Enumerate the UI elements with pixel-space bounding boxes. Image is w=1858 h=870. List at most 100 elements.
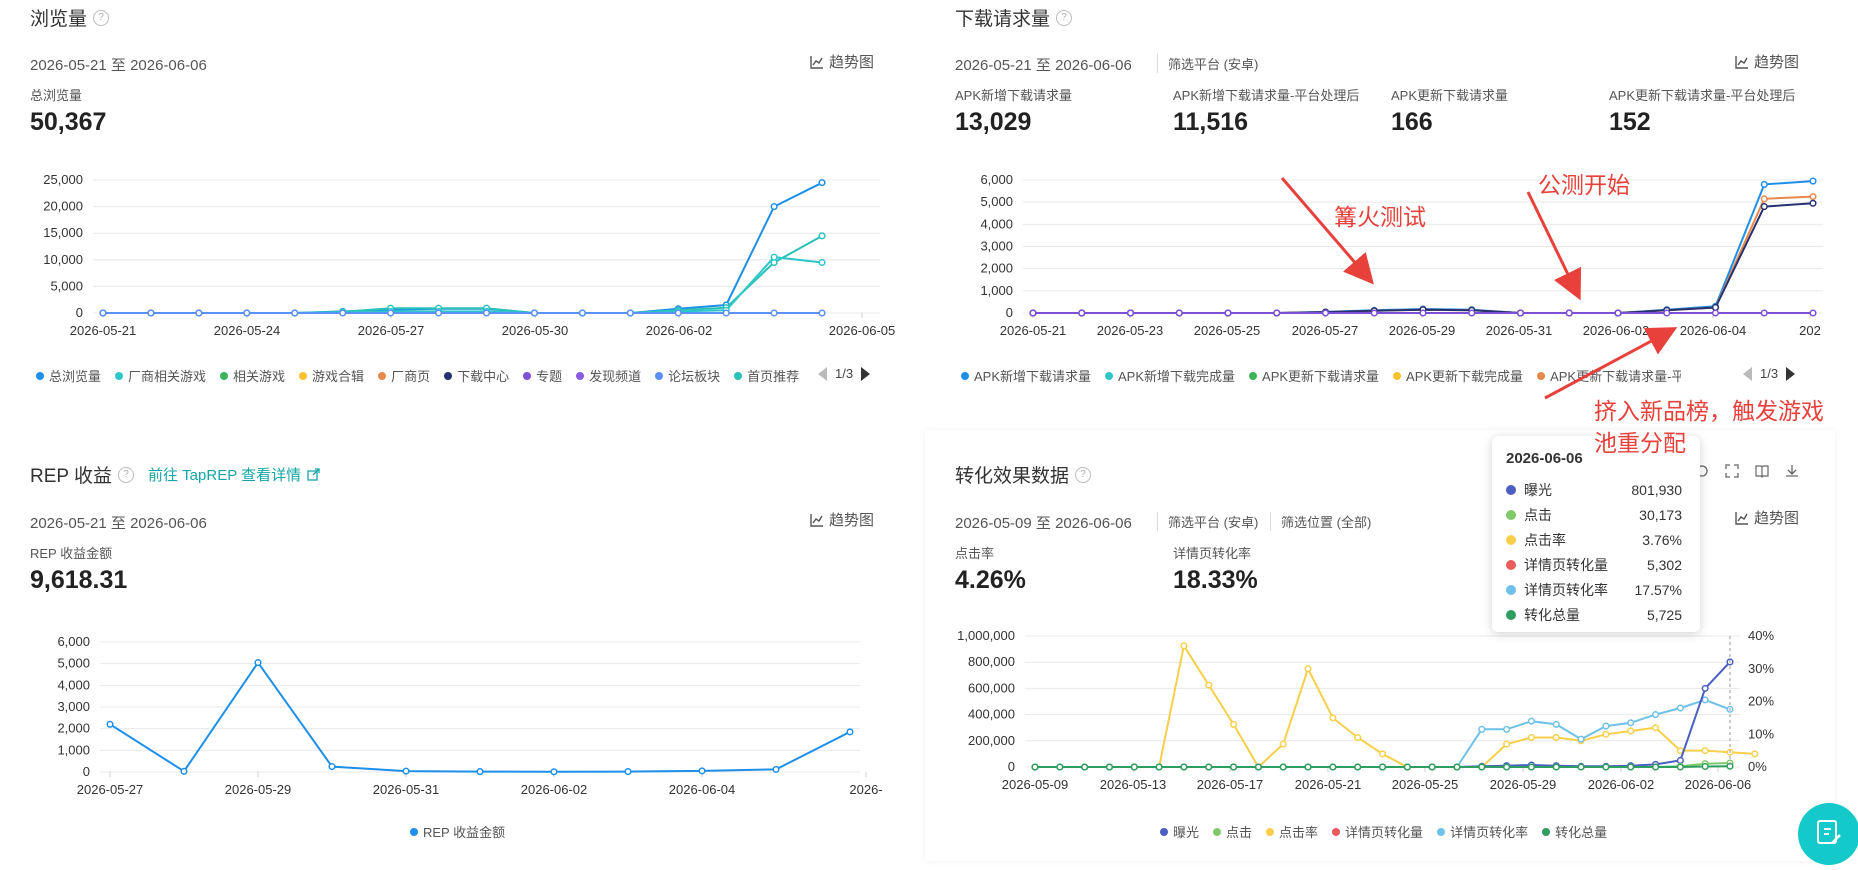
prev-page-icon[interactable]: [818, 366, 827, 381]
x-tick-label: 2026-05-21: [1000, 323, 1067, 338]
legend-item[interactable]: 游戏合辑: [299, 366, 364, 385]
legend-item[interactable]: 下载中心: [444, 366, 509, 385]
data-point: [1329, 714, 1337, 722]
panel-rep-revenue: REP 收益 ? 前往 TapREP 查看详情 2026-05-21 至 202…: [0, 440, 920, 861]
legend-label: APK更新下载请求量-平台处理后: [1550, 369, 1681, 384]
clipboard-edit-icon: [1817, 820, 1841, 844]
legend-item[interactable]: 转化总量: [1542, 822, 1607, 841]
trend-chart-button[interactable]: 趋势图: [1735, 507, 1799, 528]
legend-label: 详情页转化率: [1450, 825, 1529, 840]
platform-filter[interactable]: 筛选平台 (安卓): [1157, 54, 1258, 73]
data-point: [1105, 763, 1114, 771]
y-tick-label: 600,000: [968, 680, 1015, 695]
legend-item[interactable]: 厂商页: [378, 366, 430, 385]
legend-item[interactable]: APK新增下载请求量: [961, 366, 1091, 385]
data-point: [1370, 309, 1378, 317]
data-point: [1527, 763, 1535, 771]
legend-item[interactable]: REP 收益金额: [410, 822, 505, 841]
legend-item[interactable]: 首页推荐: [734, 366, 799, 385]
help-icon[interactable]: ?: [93, 9, 110, 26]
series-line: [1035, 643, 1755, 769]
fullscreen-icon[interactable]: [1725, 464, 1739, 478]
feedback-button[interactable]: [1798, 803, 1858, 865]
download-icon[interactable]: [1785, 464, 1799, 478]
y-tick-label: 2,000: [980, 261, 1013, 276]
tooltip-value: 3.76%: [1642, 532, 1682, 548]
legend-item[interactable]: 点击率: [1266, 822, 1318, 841]
next-page-icon[interactable]: [1786, 366, 1796, 381]
help-icon[interactable]: ?: [118, 466, 135, 483]
data-point: [1230, 763, 1238, 771]
trend-chart-button[interactable]: 趋势图: [810, 509, 874, 530]
legend-item[interactable]: 曝光: [1160, 822, 1199, 841]
metric-label: 点击率: [955, 546, 995, 561]
legend-label: 转化总量: [1555, 825, 1608, 840]
data-point: [1809, 177, 1817, 185]
external-link-icon[interactable]: [307, 468, 320, 481]
y-tick-label: 1,000,000: [957, 628, 1015, 643]
data-point: [243, 309, 251, 317]
legend-item[interactable]: 总浏览量: [36, 366, 101, 385]
legend-dot: [378, 371, 387, 380]
legend-label: 游戏合辑: [312, 369, 365, 384]
data-point: [1279, 740, 1287, 748]
legend-item[interactable]: APK更新下载请求量-平台处理后: [1537, 366, 1681, 385]
chart-page-views: 0 5,000 10,000 15,000 20,000 25,000 2026-05-21…: [43, 172, 895, 338]
legend-dot: [734, 371, 743, 380]
y2-tick-label: 30%: [1748, 661, 1774, 676]
legend-dot: [1437, 827, 1446, 836]
legend-item[interactable]: APK新增下载完成量: [1105, 366, 1235, 385]
legend-label: 总浏览量: [49, 369, 102, 384]
legend-item[interactable]: 详情页转化率: [1437, 822, 1528, 841]
data-point: [1602, 730, 1610, 738]
trend-chart-button[interactable]: 趋势图: [810, 51, 874, 72]
platform-filter[interactable]: 筛选平台 (安卓): [1157, 512, 1258, 531]
legend-item[interactable]: 厂商相关游戏: [115, 366, 206, 385]
prev-page-icon[interactable]: [1743, 366, 1752, 381]
x-tick-label: 2026-05-13: [1100, 777, 1167, 792]
legend-item[interactable]: 相关游戏: [220, 366, 285, 385]
legend-item[interactable]: 专题: [523, 366, 562, 385]
position-filter[interactable]: 筛选位置 (全部): [1270, 512, 1371, 531]
legend-item[interactable]: 论坛板块: [655, 366, 720, 385]
data-point: [1676, 704, 1684, 712]
date-range: 2026-05-21 至 2026-06-06: [30, 515, 207, 532]
tooltip-name: 转化总量: [1524, 607, 1580, 623]
legend-label: 点击: [1226, 825, 1253, 840]
data-point: [1516, 309, 1525, 317]
legend-item[interactable]: 点击: [1213, 822, 1252, 841]
legend-item[interactable]: 发现频道: [576, 366, 641, 385]
help-icon[interactable]: ?: [1056, 9, 1073, 26]
series-line: [103, 235, 823, 314]
help-icon[interactable]: ?: [1075, 466, 1092, 483]
series-dot: [1506, 485, 1516, 495]
tooltip-row: 曝光 801,930: [1506, 480, 1682, 500]
metric-label: APK新增下载请求量-平台处理后: [1173, 88, 1360, 103]
data-point: [1760, 195, 1768, 203]
data-point: [476, 768, 484, 776]
next-page-icon[interactable]: [861, 366, 871, 381]
data-point: [1627, 763, 1635, 771]
y-tick-label: 15,000: [43, 225, 83, 240]
book-icon[interactable]: [1755, 464, 1769, 478]
panel-title-text: 转化效果数据: [955, 466, 1070, 487]
data-point: [1577, 735, 1585, 743]
tooltip-value: 5,302: [1646, 557, 1682, 573]
y2-tick-label: 20%: [1748, 694, 1774, 709]
legend-label: 下载中心: [457, 369, 510, 384]
legend-item[interactable]: APK更新下载完成量: [1393, 366, 1523, 385]
x-tick-label: 2026-06-02: [521, 782, 588, 797]
trend-chart-button[interactable]: 趋势图: [1735, 51, 1799, 72]
data-point: [578, 309, 586, 317]
taprep-link[interactable]: 前往 TapREP 查看详情: [148, 467, 302, 484]
data-point: [1453, 763, 1461, 771]
data-point: [1354, 763, 1362, 771]
x-tick-label: 2026-05-29: [225, 782, 292, 797]
x-tick-label: 2026-05-21: [70, 323, 137, 338]
legend-dot: [36, 371, 44, 380]
legend-item[interactable]: APK更新下载请求量: [1249, 366, 1379, 385]
data-point: [1809, 199, 1817, 207]
legend-item[interactable]: 详情页转化量: [1332, 822, 1423, 841]
data-point: [99, 309, 107, 317]
data-point: [530, 309, 538, 317]
